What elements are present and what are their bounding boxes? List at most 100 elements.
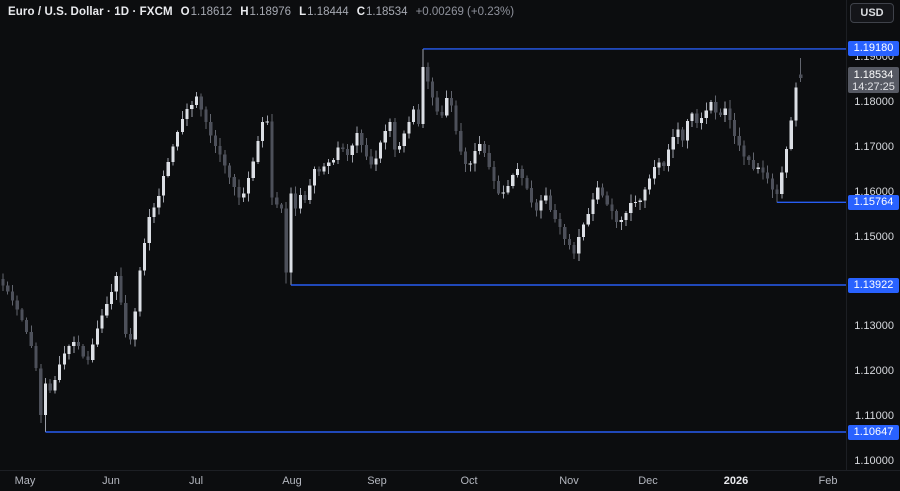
candle-body-down — [10, 291, 14, 301]
candle — [194, 92, 199, 108]
candle-body-down — [718, 112, 722, 115]
candle-body-down — [572, 245, 576, 254]
price-tick-label: 1.13000 — [854, 320, 894, 332]
candle-body-up — [539, 200, 543, 211]
candle-body-up — [648, 178, 652, 190]
candle — [322, 163, 326, 175]
candle — [723, 101, 727, 122]
candle — [397, 142, 402, 153]
candle-body-down — [615, 211, 619, 223]
high-label: H — [240, 6, 249, 18]
candle-body-up — [780, 172, 784, 195]
price-tick-label: 1.12000 — [854, 365, 894, 377]
candle-body-up — [350, 145, 354, 155]
candle-body-down — [610, 204, 614, 212]
candle-body-down — [728, 108, 732, 120]
candle — [695, 108, 699, 129]
candle — [558, 213, 562, 235]
candle-body-down — [482, 143, 486, 153]
candle-body-up — [161, 176, 166, 196]
candle — [312, 166, 317, 194]
candle — [110, 284, 114, 310]
candle — [482, 141, 486, 157]
candle-body-down — [459, 131, 463, 152]
candle — [638, 198, 642, 211]
candle-body-up — [657, 162, 661, 168]
candle-body-up — [643, 189, 647, 201]
candle — [143, 238, 147, 276]
candle — [383, 124, 387, 150]
month-label: Aug — [282, 475, 302, 487]
candle-body-down — [39, 368, 43, 416]
time-axis[interactable]: May Jun Jul Aug Sep Oct Nov Dec 2026 Feb — [0, 470, 900, 491]
candle — [515, 163, 520, 178]
month-label: May — [14, 475, 36, 487]
candle — [751, 152, 756, 171]
candle-body-up — [709, 102, 713, 111]
candle-body-down — [714, 102, 718, 113]
candle-body-up — [331, 159, 335, 163]
price-tick-label: 1.11000 — [855, 410, 894, 422]
candle-body-up — [194, 96, 199, 105]
symbol-title[interactable]: Euro / U.S. Dollar · 1D · FXCM — [8, 6, 173, 18]
candle — [128, 327, 132, 345]
open-label: O — [180, 6, 190, 18]
candle — [756, 163, 760, 174]
candle-body-up — [100, 315, 104, 329]
candle — [430, 77, 435, 106]
candle-body-up — [624, 212, 628, 221]
candle-body-up — [511, 175, 515, 186]
candle — [534, 199, 538, 217]
candle — [445, 90, 449, 118]
candle — [294, 186, 298, 217]
candle-body-up — [794, 87, 798, 121]
candle — [610, 198, 614, 220]
candle — [676, 122, 680, 144]
candle — [355, 126, 359, 154]
candle-body-up — [110, 291, 114, 305]
candle-body-down — [747, 156, 751, 161]
candle-body-up — [157, 195, 161, 208]
candle-body-up — [133, 311, 137, 340]
candle-body-up — [473, 151, 477, 164]
candle-body-down — [270, 121, 274, 198]
candle-body-up — [685, 120, 689, 141]
candle-body-up — [629, 202, 633, 213]
candle — [331, 158, 335, 166]
candle — [48, 379, 52, 394]
candle-body-up — [251, 161, 255, 178]
candle — [76, 335, 81, 350]
candle — [199, 93, 203, 117]
candle — [308, 179, 312, 204]
candle-body-up — [176, 132, 180, 147]
candle-body-down — [15, 300, 19, 310]
candle-body-down — [492, 166, 496, 182]
candle — [62, 346, 66, 370]
candle-body-down — [695, 113, 699, 123]
candle — [449, 90, 453, 113]
candle-body-down — [553, 209, 557, 219]
candle — [407, 116, 411, 139]
candle-body-down — [294, 193, 298, 209]
month-label: Dec — [638, 475, 658, 487]
currency-toggle-button[interactable]: USD — [850, 3, 894, 23]
month-label: Jun — [102, 475, 120, 487]
candle-body-up — [676, 129, 680, 138]
candle — [341, 143, 345, 153]
candle-body-up — [147, 216, 151, 244]
candle-body-up — [591, 199, 595, 214]
candle-body-down — [416, 109, 420, 124]
candle — [364, 137, 368, 160]
candle — [185, 103, 189, 127]
price-axis[interactable]: 1.19000 1.18000 1.17000 1.16000 1.15000 1.130… — [846, 0, 900, 470]
candle — [105, 296, 109, 318]
candle — [544, 187, 548, 204]
candle-body-up — [72, 341, 76, 346]
candle — [81, 343, 85, 359]
candle — [327, 159, 331, 174]
candle — [511, 173, 515, 189]
current-price-label: 1.18534 14:27:25 — [848, 67, 899, 93]
candle-body-down — [737, 135, 741, 146]
candle — [228, 163, 232, 184]
